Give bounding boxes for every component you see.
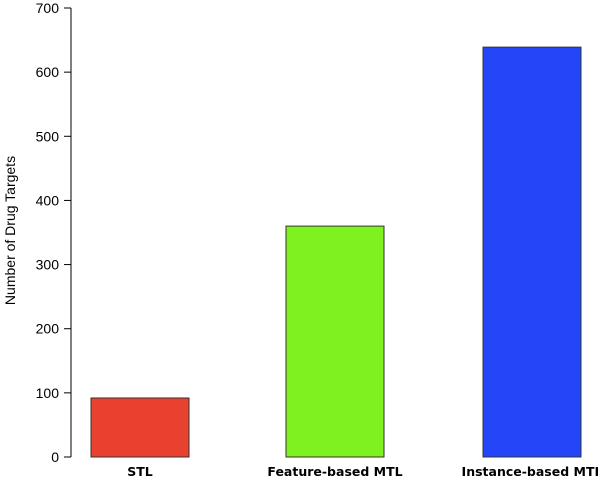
bar-feature-based-mtl xyxy=(285,225,385,458)
x-axis-labels: STL Feature-based MTL Instance-based MTL xyxy=(127,464,598,479)
bars xyxy=(90,46,582,458)
x-category-label: Instance-based MTL xyxy=(462,464,598,479)
y-tick-label: 400 xyxy=(36,192,60,208)
x-category-label: Feature-based MTL xyxy=(267,464,402,479)
y-tick-label: 100 xyxy=(36,385,60,401)
y-axis-title: Number of Drug Targets xyxy=(2,156,18,305)
y-tick-label: 200 xyxy=(36,321,60,337)
y-tick-label: 500 xyxy=(36,128,60,144)
y-tick-label: 700 xyxy=(36,0,60,16)
y-axis: 0 100 200 300 400 500 600 700 xyxy=(36,0,72,465)
y-tick-label: 300 xyxy=(36,257,60,273)
y-tick-label: 600 xyxy=(36,64,60,80)
x-category-label: STL xyxy=(127,464,153,479)
bar-instance-based-mtl xyxy=(482,46,582,458)
bar-stl xyxy=(90,397,190,458)
y-tick-label: 0 xyxy=(51,449,59,465)
